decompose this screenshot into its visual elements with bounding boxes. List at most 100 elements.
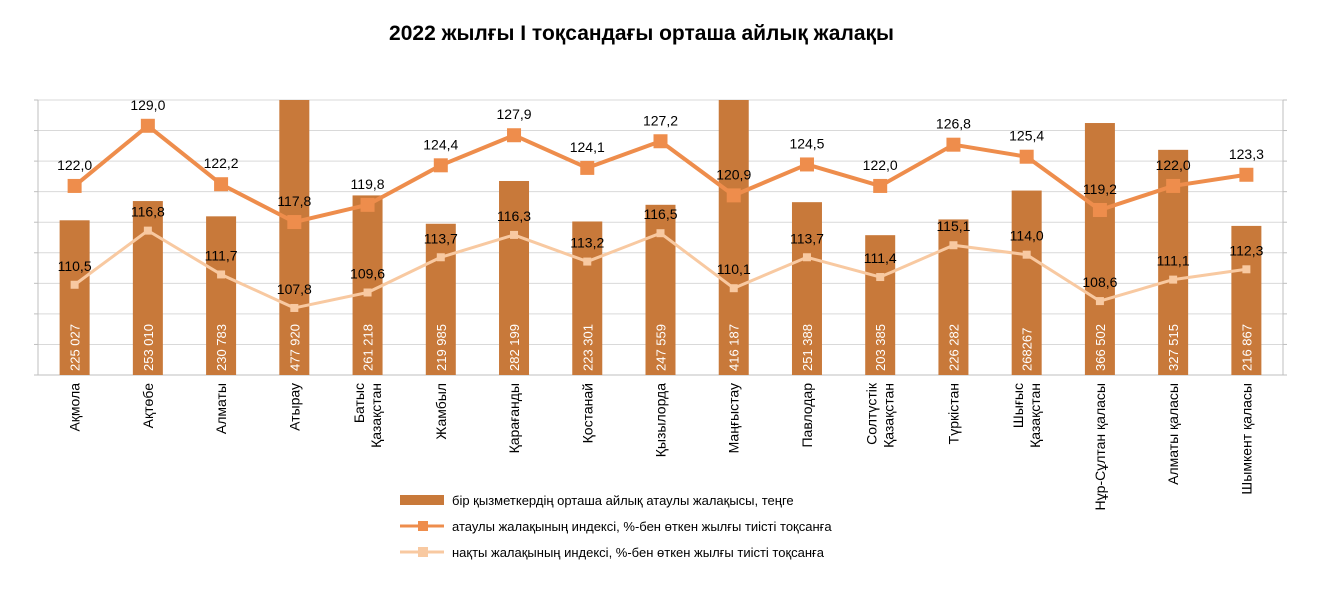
- category-label: Түркістан: [945, 383, 961, 444]
- real-index-marker: [656, 229, 665, 238]
- real-index-label: 115,1: [936, 218, 970, 234]
- real-index-label: 111,7: [205, 247, 238, 263]
- nominal-index-label: 119,8: [351, 176, 385, 192]
- bar-value-label: 247 559: [654, 324, 669, 371]
- nominal-index-label: 123,3: [1229, 146, 1264, 162]
- real-index-marker: [876, 273, 885, 282]
- category-label: Маңғыстау: [726, 383, 742, 453]
- bar: [59, 220, 90, 375]
- category-label: БатысҚазақстан: [351, 383, 384, 448]
- bar: [1084, 123, 1115, 375]
- category-label: Атырау: [286, 383, 302, 431]
- bar: [1011, 190, 1042, 375]
- category-label: Павлодар: [799, 383, 815, 448]
- nominal-index-marker: [360, 197, 375, 212]
- legend-label: атаулы жалақының индексі, %-бен өткен жы…: [452, 519, 832, 534]
- bar-value-label: 223 301: [580, 324, 595, 371]
- real-index-label: 116,8: [131, 204, 165, 220]
- real-index-label: 113,2: [570, 235, 604, 251]
- real-index-marker: [729, 284, 738, 293]
- real-index-label: 107,8: [277, 281, 312, 297]
- nominal-index-marker: [1239, 167, 1254, 182]
- bar-value-label: 268267: [1020, 328, 1035, 371]
- real-index-marker: [143, 226, 152, 235]
- category-label: Алматы қаласы: [1165, 383, 1181, 485]
- category-label: Қарағанды: [506, 383, 522, 453]
- nominal-index-label: 127,2: [643, 112, 678, 128]
- real-index-marker: [363, 288, 372, 297]
- nominal-index-marker: [726, 188, 741, 203]
- legend-label: бір қызметкердің орташа айлық атаулы жал…: [452, 493, 794, 508]
- nominal-index-marker: [799, 157, 814, 172]
- bar-value-label: 230 783: [214, 324, 229, 371]
- nominal-index-label: 122,0: [57, 157, 92, 173]
- nominal-index-marker: [433, 158, 448, 173]
- real-index-marker: [1169, 275, 1178, 284]
- bar-value-label: 253 010: [141, 324, 156, 371]
- nominal-index-marker: [1092, 203, 1107, 217]
- real-index-label: 116,5: [644, 206, 678, 222]
- category-label: Қостанай: [579, 383, 595, 443]
- category-label: Жамбыл: [433, 383, 449, 440]
- legend-swatch-bar: [400, 495, 444, 505]
- nominal-index-marker: [1166, 178, 1181, 193]
- category-label: Ақтөбе: [140, 383, 156, 429]
- bar-value-label: 226 282: [946, 324, 961, 371]
- bar-value-label: 416 187: [727, 324, 742, 371]
- nominal-index-label: 129,0: [130, 97, 165, 113]
- real-index-label: 110,5: [58, 258, 92, 274]
- real-index-label: 114,0: [1010, 228, 1044, 244]
- nominal-index-marker: [873, 178, 888, 193]
- real-index-marker: [1242, 265, 1251, 274]
- nominal-index-marker: [287, 215, 302, 230]
- bar: [791, 202, 822, 375]
- bar: [352, 195, 383, 375]
- real-index-label: 108,6: [1082, 274, 1117, 290]
- real-index-label: 109,6: [350, 266, 385, 282]
- nominal-index-label: 125,4: [1009, 128, 1044, 144]
- real-index-label: 113,7: [424, 230, 458, 246]
- real-index-label: 112,3: [1229, 242, 1263, 258]
- nominal-index-marker: [507, 128, 522, 143]
- category-label: Алматы: [213, 383, 229, 434]
- nominal-index-label: 122,0: [863, 157, 898, 173]
- nominal-index-label: 119,2: [1083, 181, 1117, 197]
- nominal-index-marker: [580, 160, 595, 175]
- real-index-marker: [217, 270, 226, 279]
- real-index-marker: [949, 241, 958, 250]
- bar: [1231, 225, 1262, 375]
- bar-value-label: 282 199: [507, 324, 522, 371]
- nominal-index-label: 122,2: [204, 155, 239, 171]
- real-index-marker: [1022, 250, 1031, 259]
- nominal-index-label: 124,1: [570, 139, 605, 155]
- real-index-marker: [802, 253, 811, 262]
- real-index-marker: [583, 257, 592, 266]
- bar-value-label: 216 867: [1239, 324, 1254, 371]
- bar: [865, 235, 896, 375]
- category-label: Нұр-Сұлтан қаласы: [1092, 383, 1108, 510]
- category-label: Ақмола: [67, 383, 83, 432]
- bar-value-label: 251 388: [800, 324, 815, 371]
- bar: [206, 216, 237, 375]
- nominal-index-marker: [214, 177, 229, 192]
- bar: [279, 100, 310, 375]
- nominal-index-label: 127,9: [497, 106, 532, 122]
- nominal-index-label: 126,8: [936, 116, 971, 132]
- chart-title: 2022 жылғы І тоқсандағы орташа айлық жал…: [389, 22, 894, 45]
- nominal-index-label: 124,4: [423, 136, 458, 152]
- category-label: СолтүстікҚазақстан: [864, 382, 897, 448]
- real-index-marker: [70, 280, 79, 289]
- bar: [425, 223, 456, 375]
- nominal-index-marker: [946, 137, 961, 152]
- bar-value-label: 203 385: [873, 324, 888, 371]
- nominal-index-label: 122,0: [1156, 157, 1191, 173]
- bar-value-label: 219 985: [434, 324, 449, 371]
- nominal-index-label: 124,5: [789, 135, 824, 151]
- real-index-marker: [1095, 297, 1104, 306]
- nominal-index-label: 117,8: [277, 193, 311, 209]
- nominal-index-marker: [140, 118, 155, 133]
- real-index-label: 116,3: [497, 208, 531, 224]
- bar: [718, 100, 749, 375]
- real-index-label: 113,7: [790, 230, 824, 246]
